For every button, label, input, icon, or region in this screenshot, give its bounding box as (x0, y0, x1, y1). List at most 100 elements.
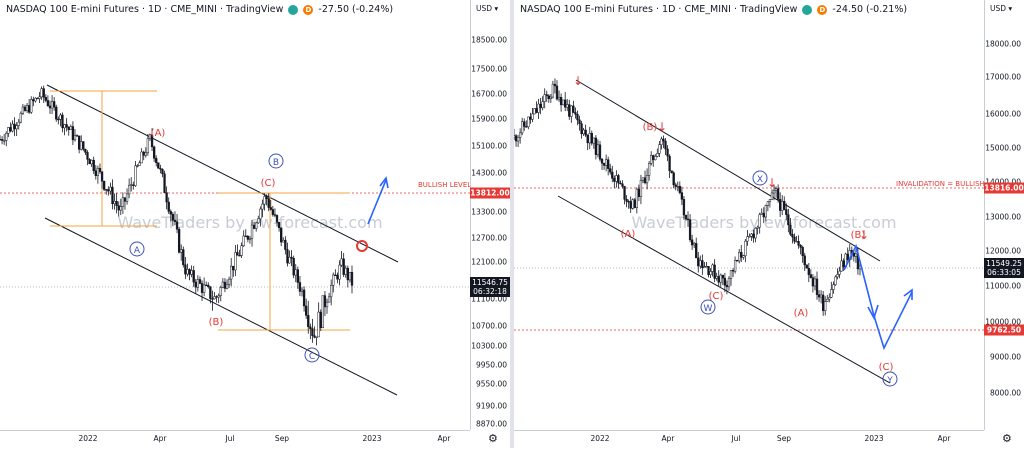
forecast-path-1 (843, 243, 875, 317)
right-settings-gear-icon[interactable]: ⚙ (1002, 432, 1012, 445)
bullish-arrow (367, 179, 387, 225)
candle-body (744, 240, 747, 256)
candle-body (592, 137, 595, 144)
y-tick-label: 17000.00 (985, 72, 1021, 82)
candle-body (36, 97, 39, 100)
candle-body (180, 249, 183, 253)
candle-body (184, 264, 187, 275)
wave-circle-X (752, 170, 768, 186)
key-level-price-tag: 13812.00 (470, 187, 510, 199)
wave-label-A: (A) (151, 128, 166, 139)
candle-body (157, 162, 160, 169)
wave-label-A1: (A) (621, 229, 636, 240)
candle-body (662, 138, 665, 142)
candle-body (0, 139, 4, 141)
candle-body (19, 113, 22, 123)
candle-body (830, 289, 833, 298)
candle-body (570, 105, 573, 117)
candle-body (252, 224, 256, 229)
wave-circle-A (129, 241, 145, 257)
left-time-axis[interactable]: 2022 Apr Jul Sep 2023 Apr (0, 430, 470, 449)
wave-label-C1: (C) (709, 291, 724, 302)
candle-body (746, 236, 749, 242)
candle-body (313, 335, 316, 338)
candle-body (0, 139, 2, 141)
candle-body (171, 213, 175, 221)
candle-body (325, 301, 329, 308)
candle-body (125, 193, 129, 202)
candle-body (600, 158, 604, 164)
candle-body (302, 289, 306, 307)
candle-body (594, 137, 598, 155)
candle-body (111, 186, 114, 205)
candle-body (84, 148, 87, 153)
x-tick-label: Apr (661, 434, 675, 443)
candle-body (615, 175, 618, 182)
wave-circle-Y-label: Y (886, 376, 893, 386)
left-chart-svg[interactable]: WaveTraders by ew-forecast.com BULLISH L… (0, 0, 470, 430)
candle-body (69, 126, 72, 131)
right-price-change: -24.50 (-0.21%) (832, 4, 908, 15)
candle-body (232, 265, 235, 271)
candle-body (699, 260, 702, 267)
y-tick-label: 13000.00 (985, 212, 1021, 222)
candle-body (764, 205, 767, 218)
candle-body (165, 192, 168, 203)
candle-body (729, 269, 733, 279)
candle-body (756, 226, 759, 229)
wave-label-C2: (C) (879, 362, 894, 373)
panel-divider (510, 0, 514, 448)
forecast-path-2 (873, 291, 913, 351)
candle-body (190, 270, 193, 275)
candle-body (826, 298, 829, 302)
bullish-arrow-head (379, 176, 389, 189)
left-chart-header: NASDAQ 100 E-mini Futures · 1D · CME_MIN… (6, 4, 393, 15)
market-open-icon (802, 4, 813, 15)
candle-body (776, 188, 780, 200)
candle-body (672, 172, 675, 186)
candle-body (529, 116, 532, 120)
left-plot-area[interactable]: WaveTraders by ew-forecast.com BULLISH L… (0, 0, 471, 430)
right-time-axis[interactable]: 2022 Apr Jul Sep 2023 Apr (514, 430, 984, 449)
right-plot-area[interactable]: WaveTraders by ew-forecast.com INVALIDAT… (514, 0, 985, 430)
left-symbol-title[interactable]: NASDAQ 100 E-mini Futures · 1D · CME_MIN… (6, 4, 284, 15)
left-price-axis[interactable]: USD 18500.00 17500.00 16700.00 15900.00 1510… (470, 0, 510, 430)
right-chart-svg[interactable]: WaveTraders by ew-forecast.com INVALIDAT… (514, 0, 984, 430)
candle-body (11, 123, 14, 132)
candle-body (82, 141, 85, 150)
right-price-axis[interactable]: USD 18000.00 17000.00 16000.00 15000.00 1400… (984, 0, 1024, 430)
candle-body (783, 201, 786, 210)
candle-body (13, 123, 16, 130)
candle-body (748, 236, 751, 238)
y-tick-label: 18500.00 (471, 35, 507, 45)
market-open-icon (288, 4, 299, 15)
candle-body (670, 170, 673, 174)
down-arrow-marker-3: ↓ (767, 176, 777, 190)
candle-body (561, 99, 565, 106)
left-settings-gear-icon[interactable]: ⚙ (488, 432, 498, 445)
candle-body (100, 171, 104, 182)
candle-body (257, 218, 260, 224)
candle-body (549, 96, 553, 100)
candle-body (674, 184, 677, 187)
candle-body (809, 274, 813, 278)
candle-body (795, 241, 798, 243)
wave-circle-X-label: X (757, 175, 763, 185)
candle-body (805, 264, 808, 269)
candle-body (586, 134, 589, 144)
candle-body (32, 99, 35, 102)
candle-body (65, 124, 68, 128)
candle-body (701, 260, 704, 268)
candle-body (159, 168, 162, 170)
left-currency-selector[interactable]: USD (476, 4, 498, 13)
candle-body (621, 183, 624, 187)
right-symbol-title[interactable]: NASDAQ 100 E-mini Futures · 1D · CME_MIN… (520, 4, 798, 15)
candle-body (623, 186, 626, 200)
y-tick-label: 15000.00 (985, 143, 1021, 153)
channel-upper-line (575, 79, 881, 262)
candle-body (557, 96, 561, 100)
x-tick-label: 2023 (864, 434, 884, 443)
left-chart-panel: WaveTraders by ew-forecast.com BULLISH L… (0, 0, 510, 448)
right-currency-selector[interactable]: USD (990, 4, 1012, 13)
